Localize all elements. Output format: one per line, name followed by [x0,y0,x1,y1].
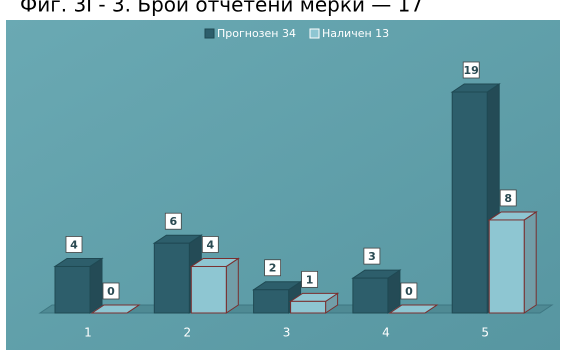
legend-swatch [309,28,320,39]
value-label: 8 [504,192,512,205]
bar [53,257,104,314]
value-label: 6 [169,215,177,228]
value-label-box [164,212,182,230]
value-label-box [102,282,120,300]
value-label: 4 [70,238,78,251]
bar [388,304,439,314]
bar [487,211,538,314]
x-tick-label: 1 [84,326,92,340]
bar-front [290,300,327,314]
value-label-box [301,270,319,288]
bar-front [352,277,389,314]
value-label-box [499,189,517,207]
bar [251,280,303,314]
bar [288,292,340,314]
legend-label: Наличен 13 [322,27,389,40]
value-label: 19 [464,64,479,77]
legend-swatch [204,28,215,39]
bar-side [523,211,537,314]
bar-top [90,304,141,314]
value-label: 1 [306,273,314,286]
value-label-box [264,259,282,277]
value-label-box [201,236,219,253]
value-label: 0 [107,285,115,298]
bar-front [488,219,525,314]
bar-side [225,257,239,314]
value-label-box [363,247,381,265]
value-label: 4 [206,238,214,251]
bar [351,269,402,314]
value-label: 0 [405,285,413,298]
bar-front [190,265,227,314]
x-tick-label: 3 [283,326,291,340]
bar-front [54,265,91,314]
bar-front [253,289,290,314]
value-label-box [400,282,418,300]
value-label-box [462,61,480,79]
x-tick-label: 2 [183,326,191,340]
x-tick-label: 4 [382,326,390,340]
x-tick-label: 5 [481,326,489,340]
bar [90,304,141,314]
value-label: 3 [368,250,376,263]
bar-top [388,304,439,314]
bar-front [451,91,488,314]
chart-title: Фиг. 3Г- 3. Брой отчетени мерки — 17 [20,0,423,17]
bar [189,257,240,314]
value-label-box [65,236,83,253]
bar-front [153,242,190,314]
bar-side [89,257,103,314]
value-label: 2 [269,262,277,275]
legend-label: Прогнозен 34 [217,27,296,40]
